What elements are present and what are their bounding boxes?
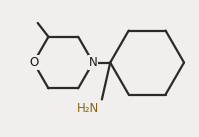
Text: N: N — [89, 56, 98, 69]
Text: O: O — [29, 56, 38, 69]
Text: H₂N: H₂N — [77, 102, 99, 115]
